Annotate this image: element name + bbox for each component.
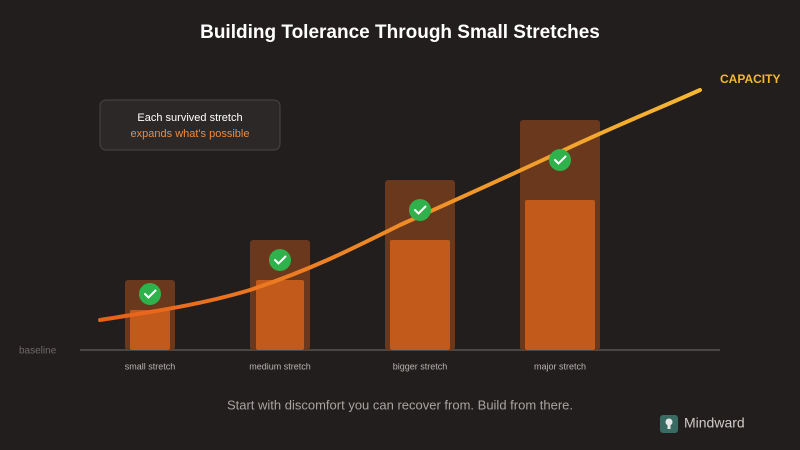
check-icon [144,289,157,299]
stage-label: small stretch [125,361,176,371]
checkmarks [139,149,571,305]
comfort-zone [256,280,304,350]
check-badge [409,199,431,221]
comfort-zone [130,310,170,350]
check-icon [274,255,287,265]
callout-line: Each survived stretch [137,112,242,124]
comfort-zone [525,200,595,350]
callout-highlight: expands what's possible [131,128,250,140]
check-icon [554,155,567,165]
brand-name: Mindward [684,415,745,431]
stage-label: major stretch [534,361,586,371]
check-icon [414,205,427,215]
brand-icon-base [667,425,671,429]
check-badge [269,249,291,271]
callout-box [99,99,281,151]
comfort-zone [390,240,450,350]
baseline-label: baseline [19,346,57,357]
check-badge [139,283,161,305]
stage-label: bigger stretch [393,361,448,371]
title: Building Tolerance Through Small Stretch… [200,22,600,43]
caption: Start with discomfort you can recover fr… [227,397,573,412]
capacity-curve [98,88,702,322]
brand-icon-bulb [665,418,673,426]
check-badge [549,149,571,171]
stage-label: medium stretch [249,361,311,371]
capacity-label: CAPACITY [720,72,780,86]
